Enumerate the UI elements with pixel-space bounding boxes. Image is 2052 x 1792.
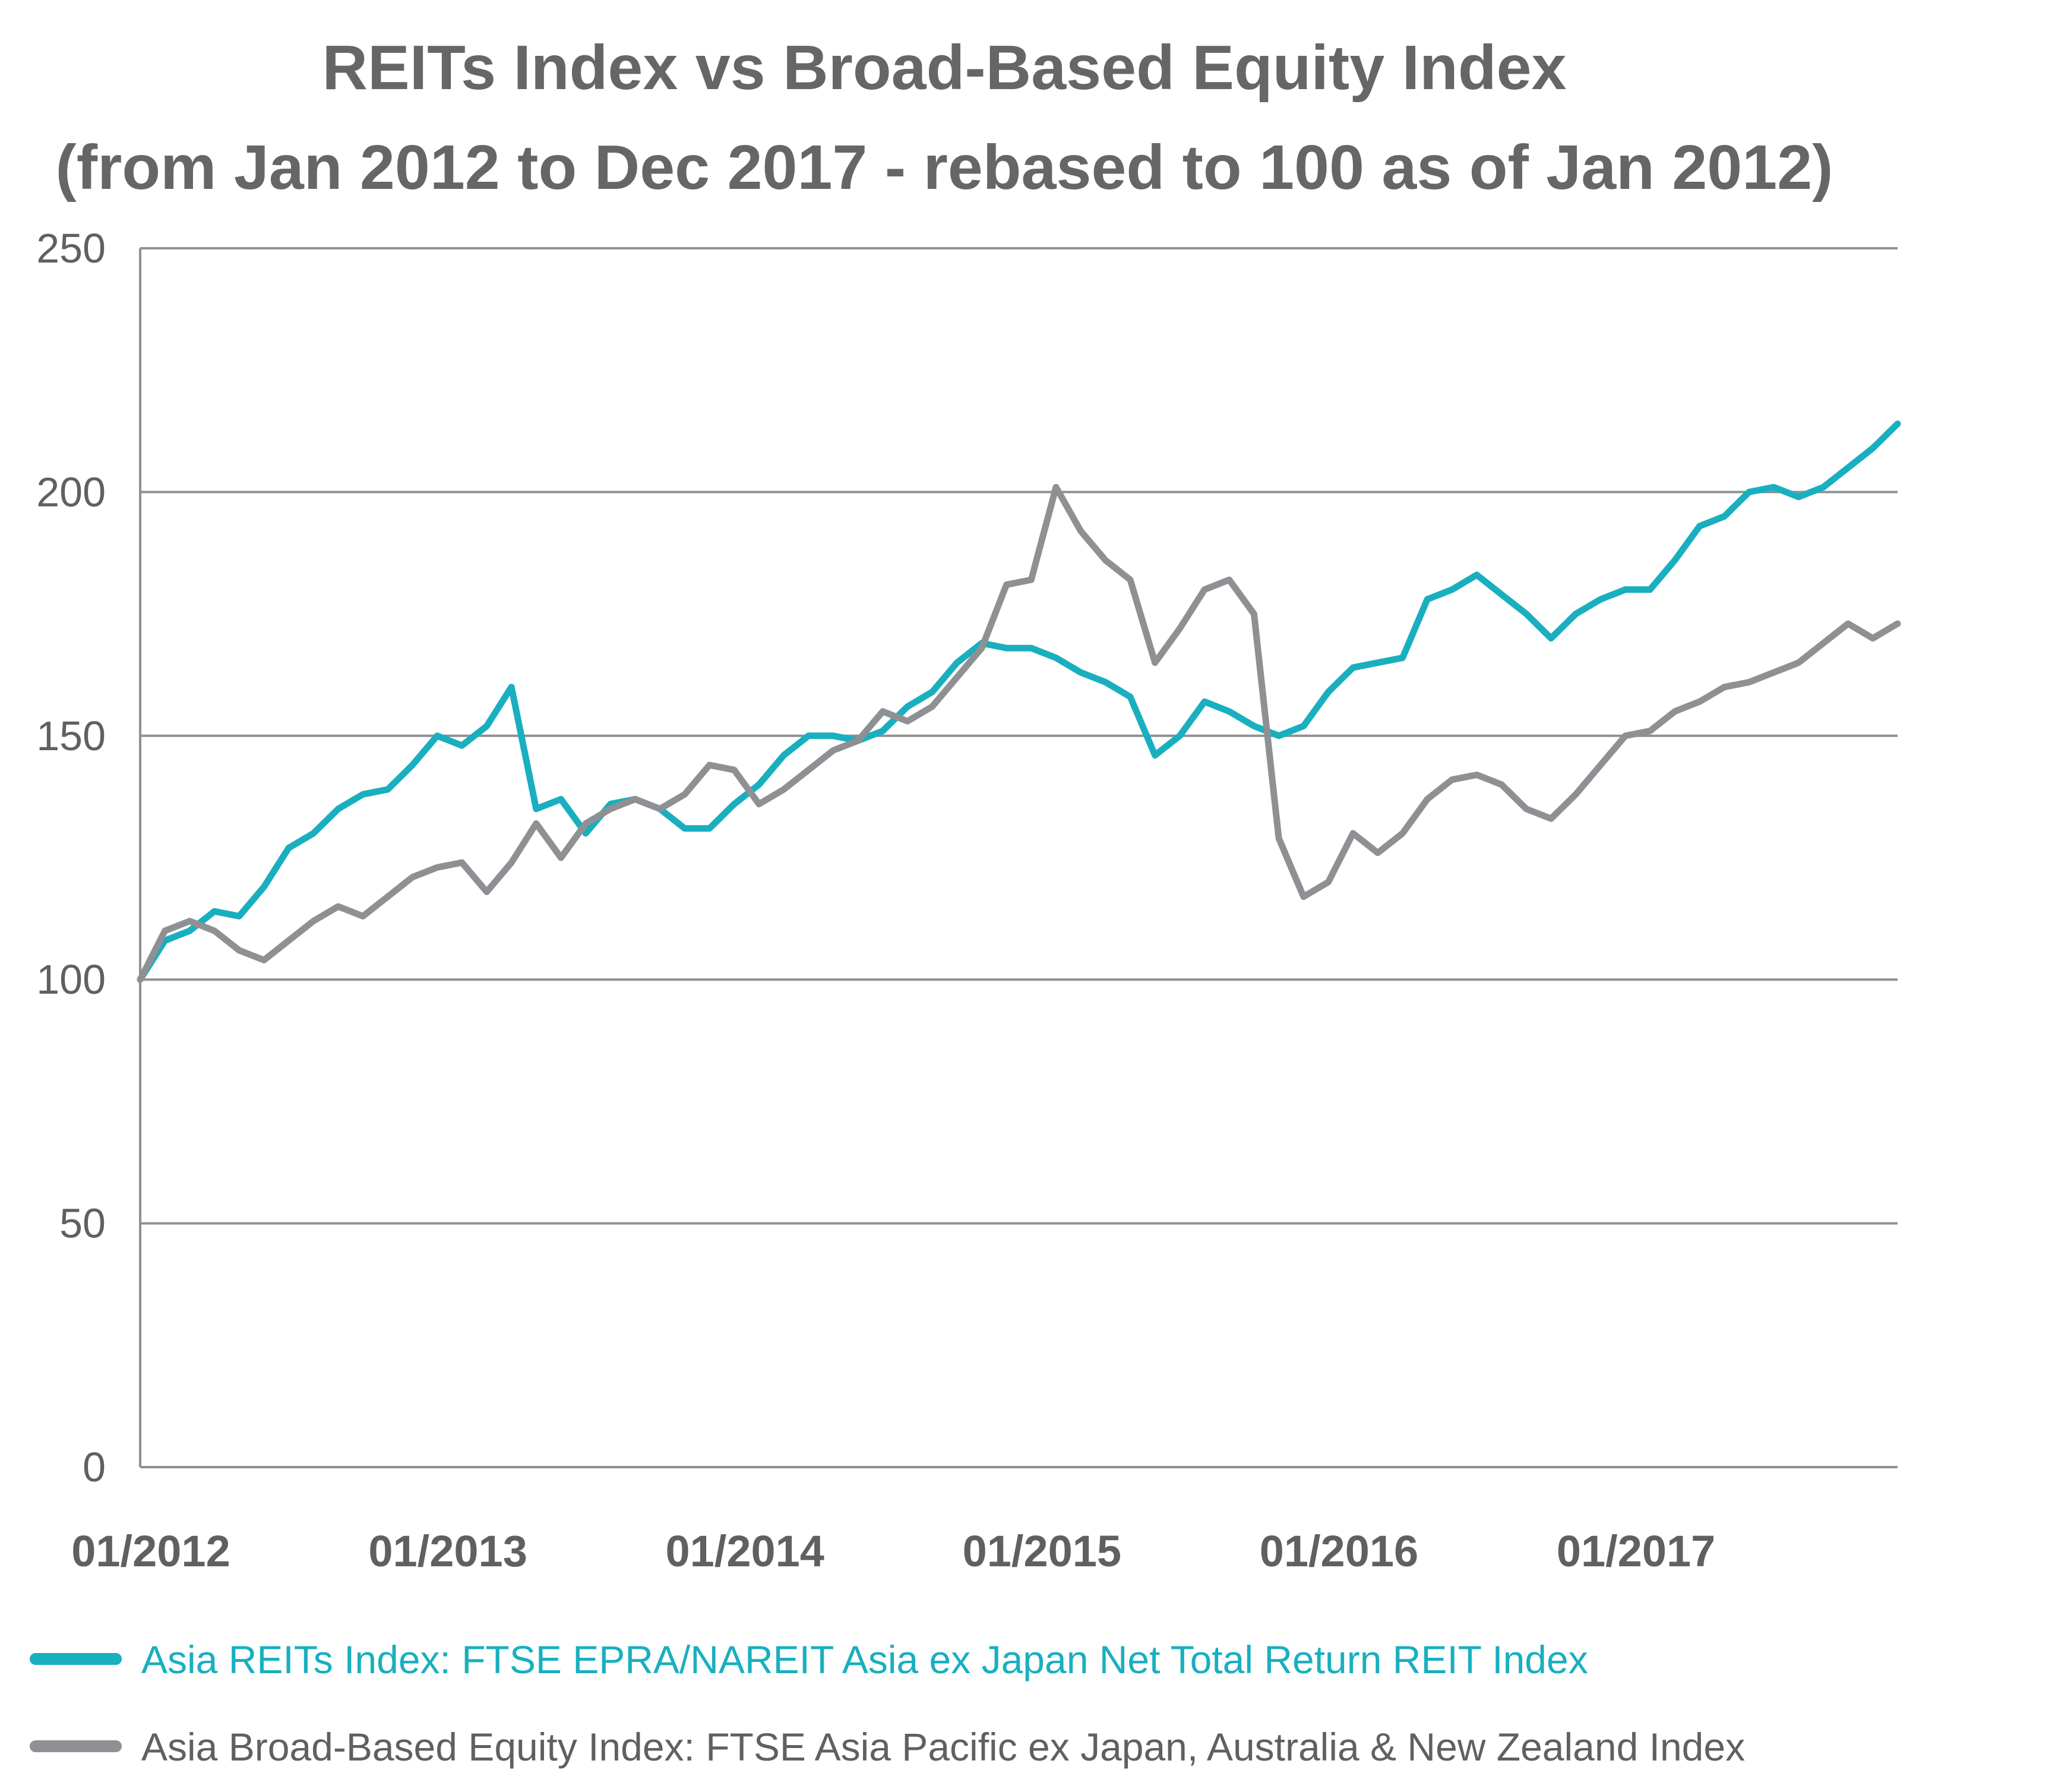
legend-label-reits: Asia REITs Index: FTSE EPRA/NAREIT Asia …	[141, 1638, 1588, 1682]
chart-title: REITs Index vs Broad-Based Equity Index	[322, 33, 1566, 103]
y-tick-label: 250	[36, 225, 106, 271]
legend-item-reits: Asia REITs Index: FTSE EPRA/NAREIT Asia …	[30, 1638, 1588, 1682]
chart-subtitle: (from Jan 2012 to Dec 2017 - rebased to …	[56, 132, 1833, 203]
x-tick-labels: 01/2012 01/2013 01/2014 01/2015 01/2016 01/20…	[71, 1526, 1715, 1576]
x-tick-label: 01/2013	[368, 1526, 527, 1576]
axes	[139, 248, 1898, 1468]
y-tick-labels: 0 50 100 150 200 250	[36, 225, 106, 1490]
y-tick-label: 150	[36, 713, 106, 759]
y-tick-label: 50	[59, 1200, 106, 1247]
y-tick-label: 100	[36, 956, 106, 1003]
series-line-reits	[137, 421, 1901, 983]
series-lines	[137, 421, 1901, 983]
y-tick-label: 200	[36, 469, 106, 515]
legend-label-equity: Asia Broad-Based Equity Index: FTSE Asia…	[141, 1725, 1745, 1769]
legend: Asia REITs Index: FTSE EPRA/NAREIT Asia …	[30, 1638, 1745, 1769]
x-tick-label: 01/2014	[665, 1526, 824, 1576]
series-line-equity	[137, 483, 1901, 983]
x-tick-label: 01/2017	[1557, 1526, 1716, 1576]
legend-item-equity: Asia Broad-Based Equity Index: FTSE Asia…	[30, 1725, 1745, 1769]
y-tick-label: 0	[83, 1444, 106, 1490]
x-tick-label: 01/2016	[1260, 1526, 1419, 1576]
x-tick-label: 01/2015	[963, 1526, 1122, 1576]
x-tick-label: 01/2012	[71, 1526, 230, 1576]
